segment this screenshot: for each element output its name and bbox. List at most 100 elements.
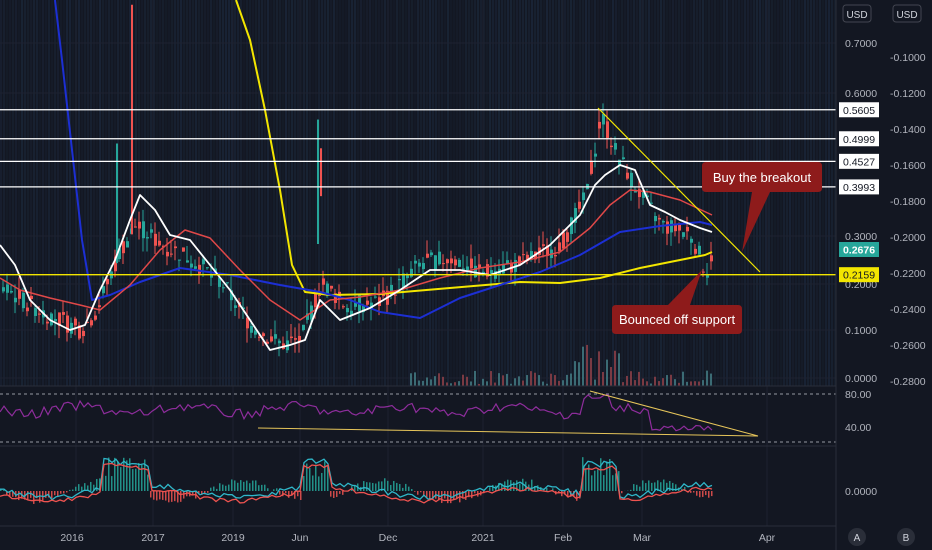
candle-body — [442, 263, 445, 265]
macd-histogram-bar — [18, 491, 20, 501]
macd-histogram-bar — [591, 475, 593, 491]
volume-bar — [502, 375, 504, 386]
candle-body — [374, 296, 377, 298]
candle-body — [82, 330, 85, 337]
backdrop-stripe — [669, 0, 671, 386]
macd-histogram-bar — [213, 486, 215, 491]
candle-body — [254, 330, 257, 335]
backdrop-stripe — [348, 0, 350, 386]
backdrop-stripe — [810, 0, 812, 386]
macd-histogram-bar — [642, 480, 644, 491]
backdrop-stripe — [660, 0, 662, 386]
candle-body — [622, 157, 625, 160]
backdrop-stripe — [285, 0, 287, 386]
macd-histogram-bar — [57, 491, 59, 498]
backdrop-stripe — [339, 0, 341, 386]
macd-histogram-bar — [411, 489, 413, 491]
backdrop-stripe — [384, 0, 386, 386]
backdrop-stripe — [282, 0, 284, 386]
backdrop-stripe — [369, 0, 371, 386]
macd-histogram-bar — [414, 491, 416, 492]
backdrop-stripe — [579, 0, 581, 386]
volume-bar — [650, 383, 652, 386]
macd-histogram-bar — [204, 491, 206, 495]
currency-button-left[interactable] — [842, 4, 872, 23]
backdrop-stripe — [210, 0, 212, 386]
volume-bar — [470, 381, 472, 386]
backdrop-stripe — [732, 0, 734, 386]
backdrop-stripe — [447, 0, 449, 386]
backdrop-stripe — [288, 0, 290, 386]
backdrop-stripe — [255, 0, 257, 386]
macd-histogram-bar — [639, 486, 641, 491]
macd-histogram-bar — [228, 484, 230, 491]
candle-body — [470, 258, 473, 269]
macd-histogram-bar — [249, 483, 251, 491]
macd-histogram-bar — [36, 491, 38, 499]
macd-histogram-bar — [711, 491, 713, 497]
backdrop-stripe — [0, 0, 2, 386]
macd-histogram-bar — [156, 491, 158, 501]
volume-bar — [514, 378, 516, 386]
volume-bar — [622, 382, 624, 386]
volume-bar — [458, 381, 460, 386]
candle-body — [606, 121, 609, 138]
volume-bar — [414, 372, 416, 386]
volume-bar — [410, 373, 412, 386]
macd-histogram-bar — [240, 480, 242, 491]
button-a[interactable] — [848, 528, 866, 546]
candle-body — [466, 266, 469, 273]
macd-histogram-bar — [60, 491, 62, 494]
macd-histogram-bar — [432, 491, 434, 500]
backdrop-stripe — [357, 0, 359, 386]
backdrop-stripe — [525, 0, 527, 386]
candle-body — [218, 277, 221, 287]
macd-histogram-bar — [168, 491, 170, 503]
backdrop-stripe — [552, 0, 554, 386]
volume-bar — [586, 344, 588, 386]
backdrop-stripe — [39, 0, 41, 386]
candle-body — [506, 260, 509, 265]
backdrop-stripe — [243, 0, 245, 386]
candle-body — [26, 307, 29, 312]
backdrop-stripe — [786, 0, 788, 386]
backdrop-stripe — [27, 0, 29, 386]
candle-body — [594, 153, 597, 157]
volume-bar — [690, 381, 692, 386]
right-axis-tick: -0.1800 — [890, 196, 926, 208]
candle-body — [66, 315, 69, 333]
backdrop-stripe — [354, 0, 356, 386]
volume-bar — [526, 375, 528, 386]
time-axis-tick: Dec — [379, 532, 398, 544]
right-axis-tick: -0.2000 — [890, 232, 926, 244]
candle-body — [518, 256, 521, 265]
backdrop-stripe — [276, 0, 278, 386]
backdrop-stripe — [168, 0, 170, 386]
macd-histogram-bar — [153, 491, 155, 500]
backdrop-stripe — [831, 0, 833, 386]
currency-button-right[interactable] — [892, 4, 922, 23]
candle-body — [502, 264, 505, 274]
macd-histogram-bar — [183, 491, 185, 499]
candle-body — [114, 256, 117, 272]
macd-histogram-bar — [552, 488, 554, 491]
backdrop-stripe — [747, 0, 749, 386]
backdrop-stripe — [264, 0, 266, 386]
candle-body — [22, 292, 25, 309]
candle-body — [626, 172, 629, 179]
backdrop-stripe — [141, 0, 143, 386]
button-b-label: B — [903, 533, 910, 544]
volume-bar — [554, 375, 556, 386]
macd-histogram-bar — [111, 476, 113, 491]
backdrop-stripe — [111, 0, 113, 386]
horizontal-levels — [0, 109, 836, 276]
backdrop-stripe — [381, 0, 383, 386]
button-b[interactable] — [897, 528, 915, 546]
backdrop-stripe — [537, 0, 539, 386]
macd-histogram-bar — [576, 491, 578, 501]
backdrop-stripe — [192, 0, 194, 386]
backdrop-stripe — [783, 0, 785, 386]
candle-body — [698, 245, 701, 255]
volume-bar — [602, 371, 604, 386]
macd-histogram-bar — [447, 491, 449, 504]
